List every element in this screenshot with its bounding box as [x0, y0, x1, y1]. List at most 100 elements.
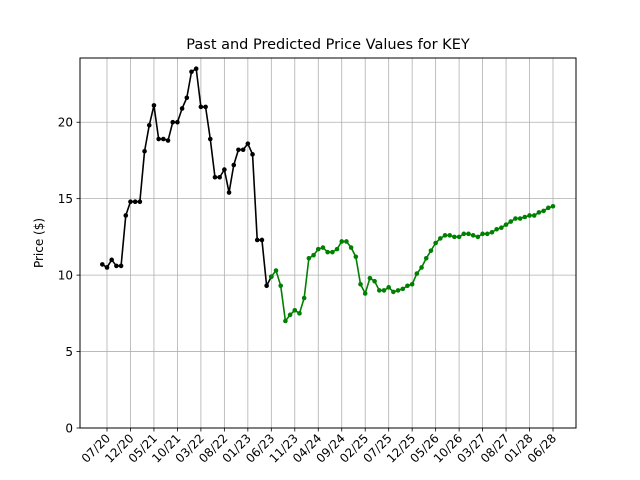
series-2-point — [503, 222, 509, 227]
series-2-point — [447, 233, 453, 238]
series-1-point — [170, 119, 176, 125]
series-1-point — [217, 174, 222, 180]
series-2-point — [428, 248, 434, 253]
series-1-point — [151, 103, 157, 108]
series-1-point — [128, 199, 133, 205]
series-1-point — [236, 147, 241, 153]
series-1-point — [193, 66, 199, 71]
y-tick-label: 0 — [65, 421, 73, 435]
series-1-point — [142, 148, 147, 154]
series-1-point — [104, 265, 110, 270]
series-1-point — [132, 199, 138, 205]
series-2-point — [433, 240, 438, 246]
series-2-point — [508, 219, 514, 224]
series-2-point — [531, 213, 537, 218]
series-2-point — [306, 255, 312, 261]
series-1-point — [165, 138, 171, 143]
series-1-point — [114, 263, 119, 269]
series-2-point — [480, 231, 485, 237]
series-2-point — [423, 255, 429, 261]
series-2-point — [405, 283, 410, 289]
series-2-point — [546, 205, 551, 211]
series-2-point — [494, 226, 499, 232]
series-2-point — [442, 233, 448, 238]
series-2-point — [452, 234, 457, 240]
series-2-point — [353, 254, 359, 260]
series-2-point — [372, 278, 377, 284]
series-1-point — [198, 104, 204, 110]
series-2-point — [283, 318, 288, 324]
plot-frame — [79, 57, 577, 429]
series-1-point — [100, 262, 105, 267]
series-2-point — [287, 312, 293, 318]
series-2-point — [376, 288, 382, 293]
series-1-point — [254, 237, 260, 243]
series-2-point — [297, 311, 302, 316]
series-2-point — [315, 246, 321, 252]
series-2-point — [391, 289, 396, 295]
series-1-point — [203, 104, 208, 110]
series-2-point — [541, 208, 546, 214]
y-axis: 0 5 10 15 20 — [58, 116, 80, 435]
series-1-point — [264, 283, 269, 289]
series-2-point — [339, 239, 345, 244]
series-2-point — [395, 288, 401, 293]
series-1-point — [179, 106, 185, 111]
y-tick-label: 10 — [58, 268, 73, 282]
series-1-point — [226, 190, 232, 195]
series-2-point — [325, 249, 330, 255]
grid — [80, 58, 576, 429]
series-1-point — [123, 213, 129, 218]
series-2-point — [330, 249, 335, 255]
series-2-point — [466, 231, 471, 237]
series-2-point — [517, 216, 523, 221]
series-1-point — [207, 136, 213, 142]
y-tick-label: 15 — [58, 192, 73, 206]
series-2-point — [489, 230, 495, 235]
series-2-point — [484, 231, 490, 237]
series-2-point — [320, 245, 326, 250]
series-2-point — [461, 231, 467, 237]
series-2-point — [419, 265, 424, 270]
series-2-point — [475, 234, 481, 240]
series-1-point — [189, 69, 194, 75]
series-1-point — [146, 122, 152, 128]
series-2-point — [438, 236, 443, 241]
series-2-point — [527, 213, 532, 218]
chart-title: Past and Predicted Price Values for KEY — [186, 37, 470, 53]
series-2-point — [409, 281, 415, 287]
series-2-point — [470, 233, 476, 238]
series-1-point — [184, 95, 190, 101]
series-2-point — [334, 246, 340, 252]
series-2-point — [362, 291, 368, 296]
y-tick-label: 20 — [58, 116, 73, 130]
series-1-point — [231, 162, 237, 168]
series-1-point — [156, 136, 161, 142]
series-2-point — [414, 271, 420, 276]
series-2-point — [278, 283, 284, 289]
series-1-point — [245, 141, 251, 146]
series-1-point — [250, 152, 255, 157]
series-2-point — [269, 274, 274, 279]
series-1-point — [118, 263, 124, 269]
series-2-point — [550, 204, 556, 209]
series-2-point — [344, 239, 349, 244]
series-2-point — [456, 234, 462, 240]
series-2-point — [381, 288, 387, 293]
series-2-point — [348, 245, 354, 250]
series-1-point — [212, 174, 218, 180]
series-2-point — [301, 295, 307, 301]
series-1-point — [259, 237, 265, 243]
series-2-point — [513, 216, 518, 221]
series-1-point — [240, 147, 246, 153]
series-2-point — [311, 252, 316, 258]
series-1-point — [161, 136, 166, 142]
series-1-point — [222, 167, 227, 172]
series-2-point — [273, 268, 279, 273]
y-axis-label: Price ($) — [32, 218, 46, 268]
series-2-point — [386, 285, 391, 290]
y-tick-label: 5 — [65, 345, 73, 359]
series-1-point — [109, 257, 114, 263]
